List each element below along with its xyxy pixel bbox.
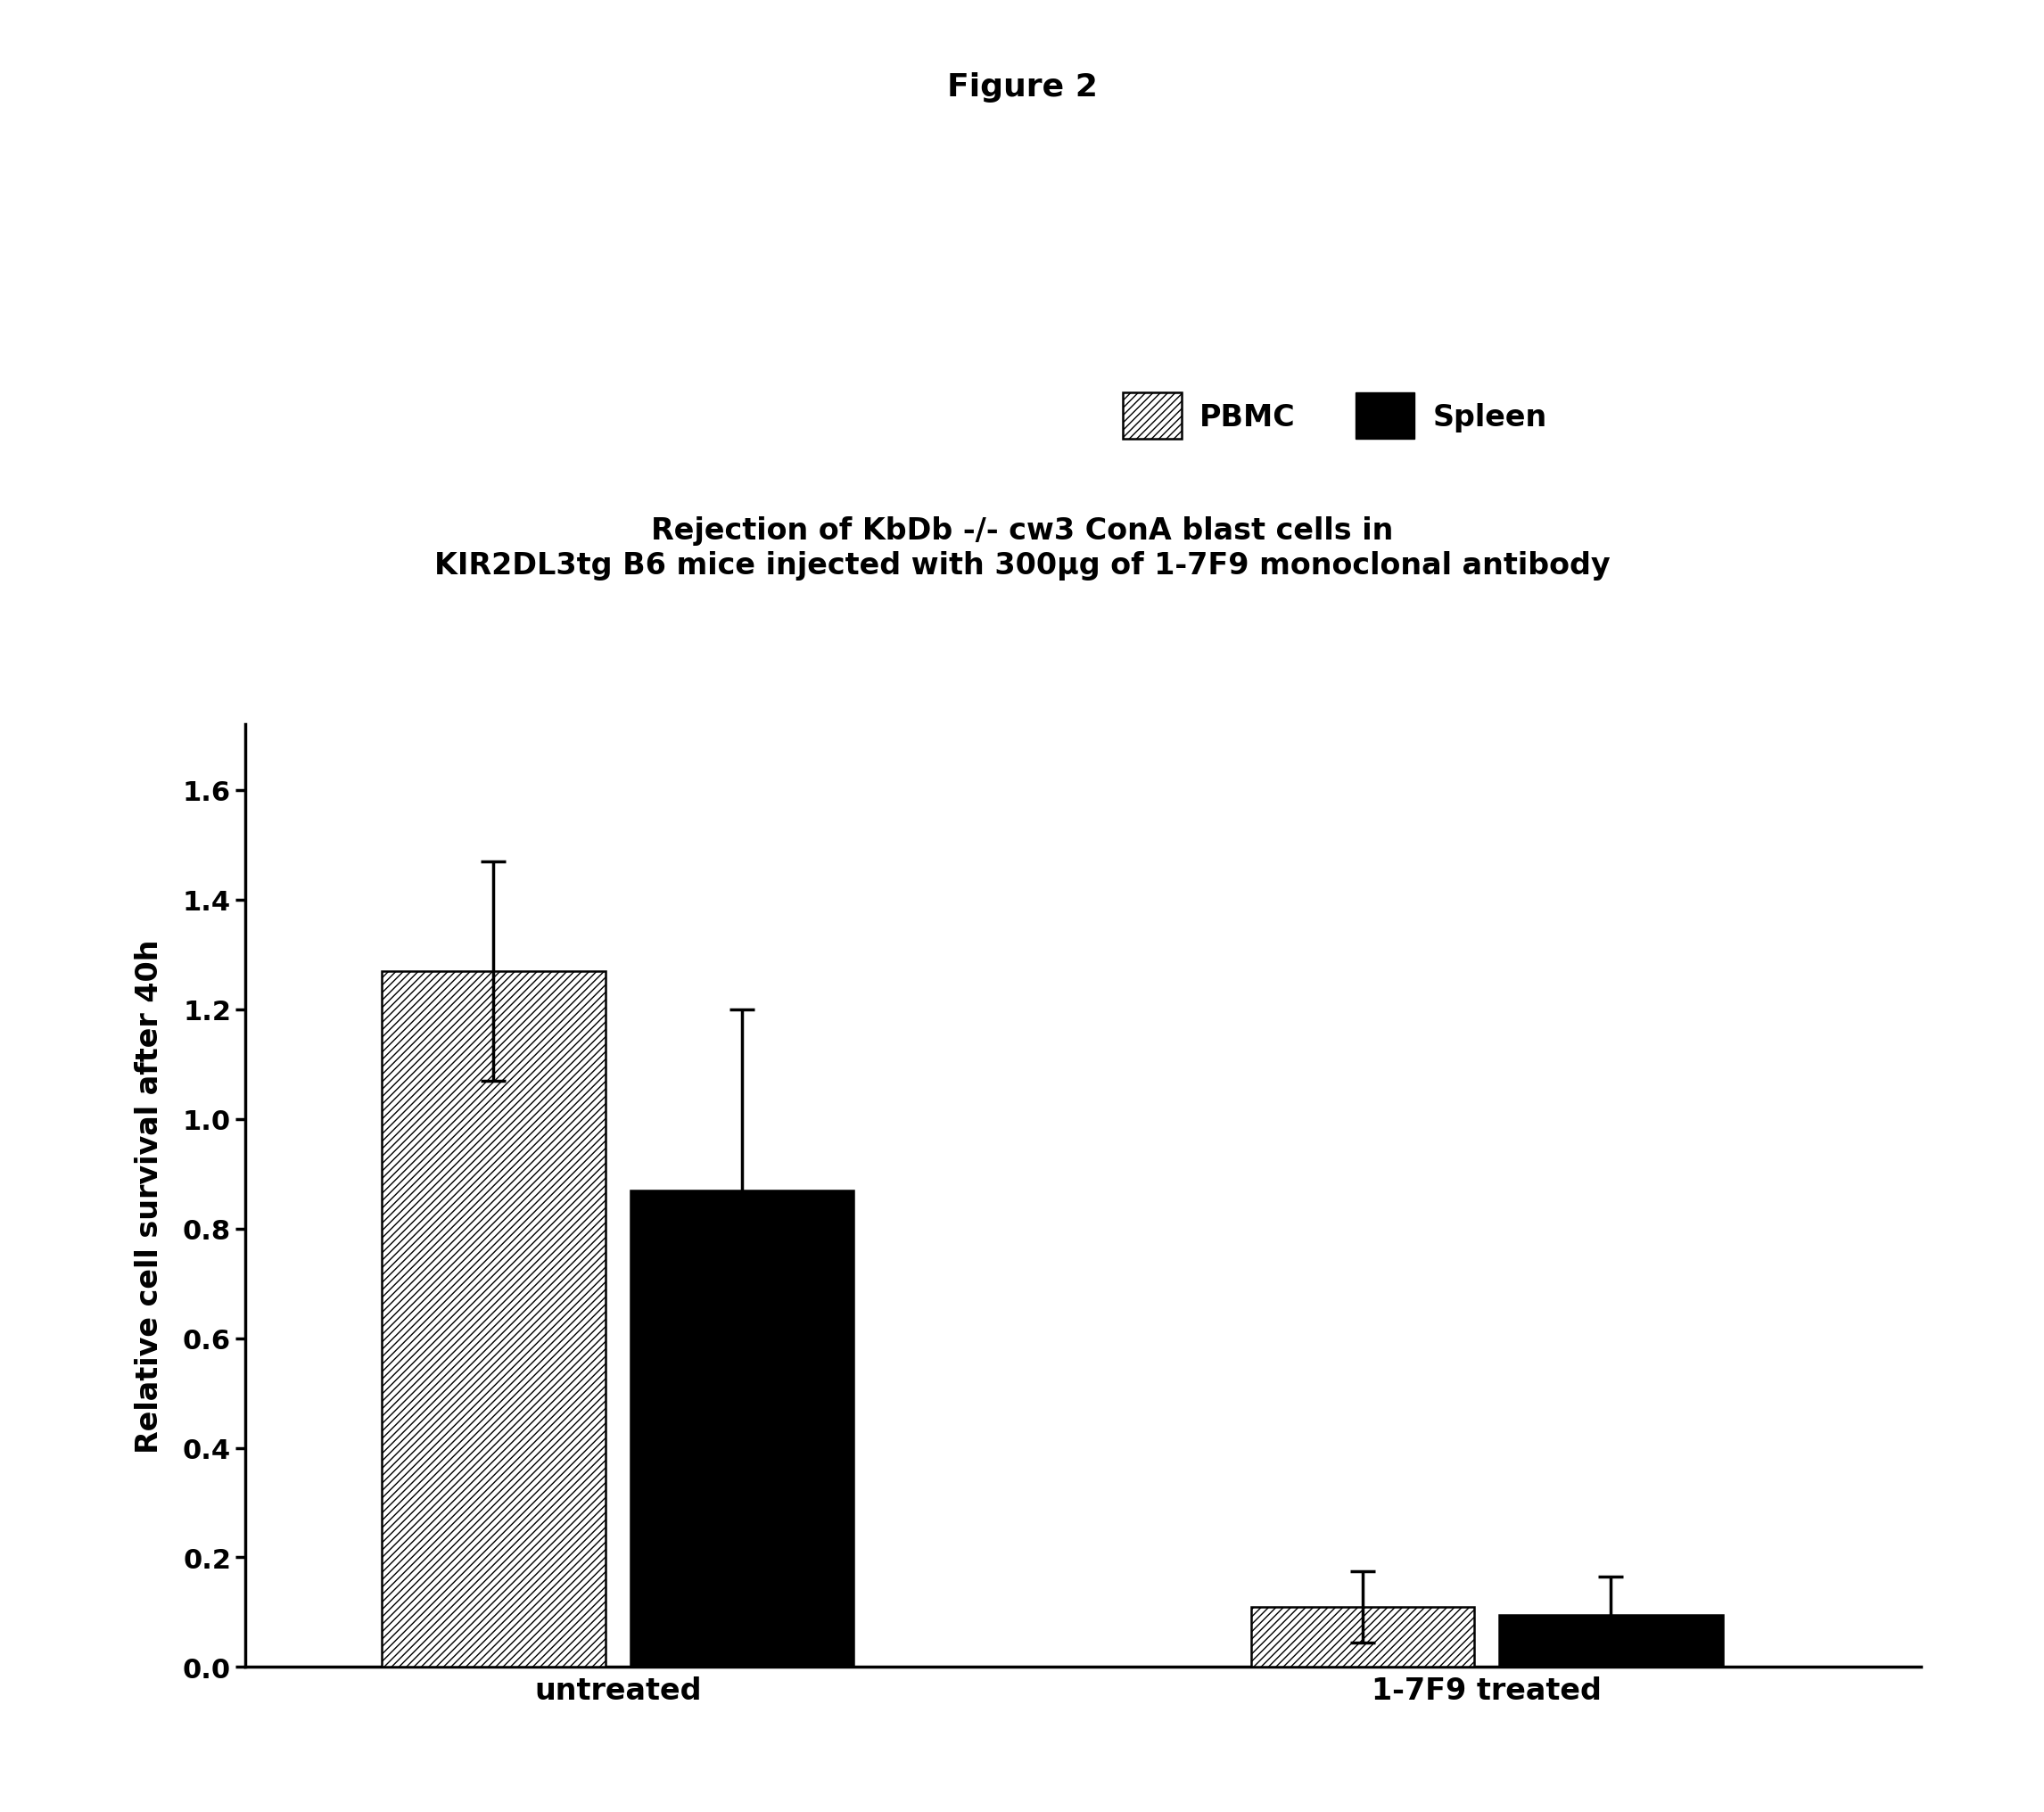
Legend: PBMC, Spleen: PBMC, Spleen <box>1110 382 1560 451</box>
Bar <box>382 971 605 1667</box>
Text: Rejection of KbDb -/- cw3 ConA blast cells in
KIR2DL3tg B6 mice injected with 30: Rejection of KbDb -/- cw3 ConA blast cel… <box>433 516 1611 580</box>
Bar <box>630 1190 854 1667</box>
Y-axis label: Relative cell survival after 40h: Relative cell survival after 40h <box>135 939 164 1453</box>
Text: Figure 2: Figure 2 <box>946 72 1098 103</box>
Bar <box>1498 1614 1723 1667</box>
Bar <box>1251 1607 1474 1667</box>
